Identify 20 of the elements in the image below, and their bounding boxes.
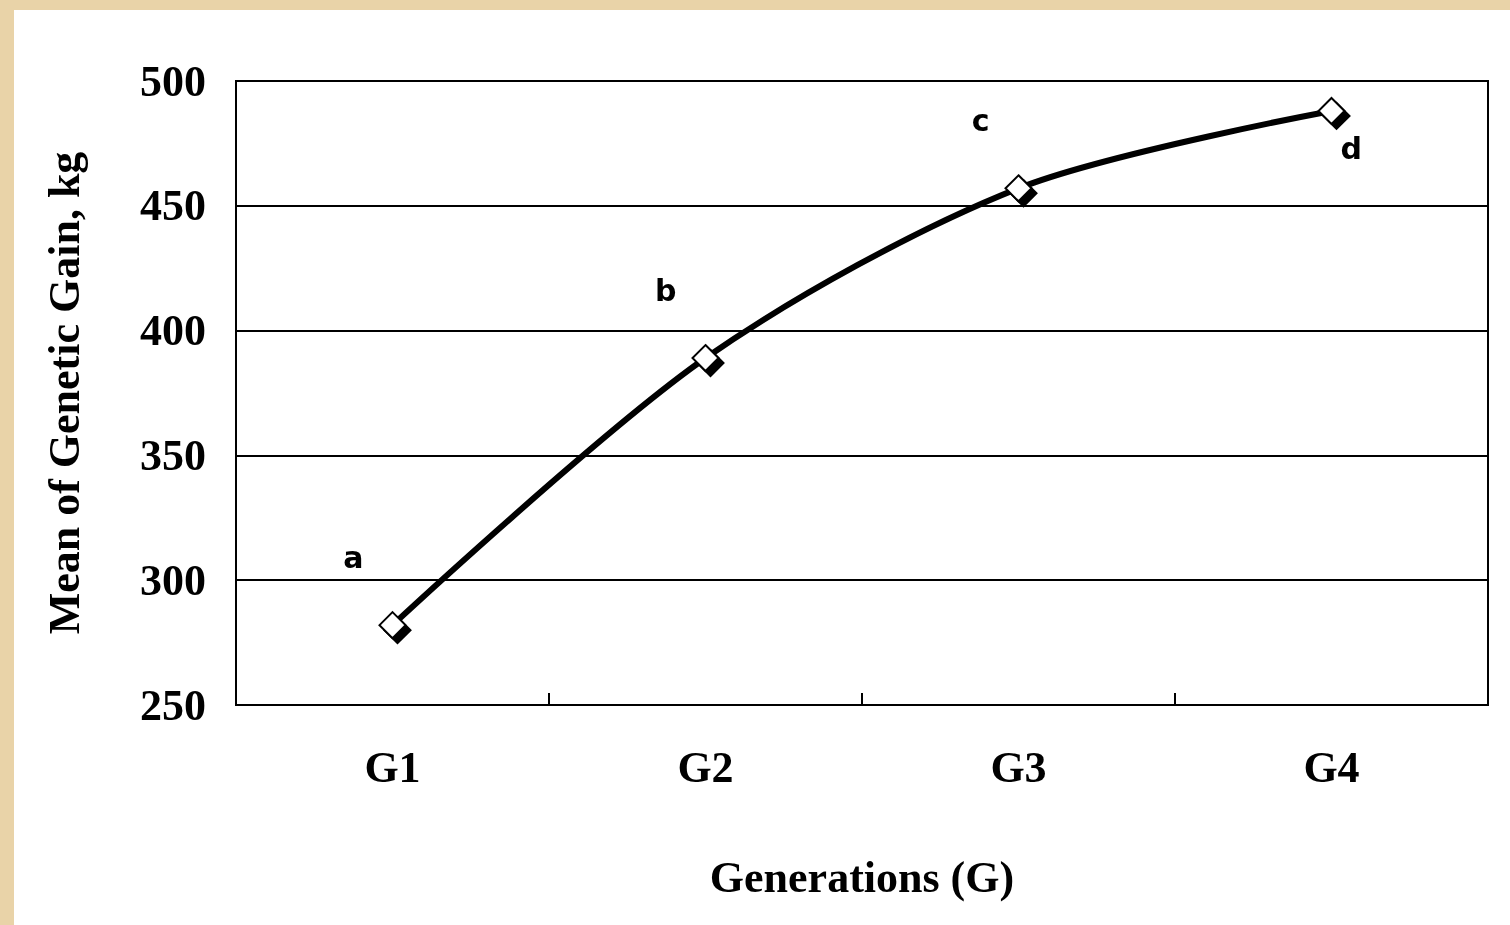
point xyxy=(691,344,720,373)
y-axis-title: Mean of Genetic Gain, kg xyxy=(39,151,89,635)
y-tick-label: 300 xyxy=(140,555,206,605)
y-tick-label: 350 xyxy=(140,430,206,480)
data-label: b xyxy=(655,272,677,308)
x-tick-label: G2 xyxy=(677,742,734,792)
x-tick-label: G4 xyxy=(1303,742,1360,792)
x-tick-label: G1 xyxy=(364,742,421,792)
data-label: c xyxy=(971,102,990,138)
data-label: a xyxy=(343,539,364,575)
y-tick-label: 500 xyxy=(140,56,206,106)
y-tick-label: 400 xyxy=(140,306,206,356)
data-label: d xyxy=(1340,131,1362,167)
point xyxy=(1317,96,1346,125)
y-tick-label: 250 xyxy=(140,680,206,730)
x-tick-label: G3 xyxy=(990,742,1047,792)
y-tick-label: 450 xyxy=(140,181,206,231)
point xyxy=(1004,174,1033,203)
point xyxy=(378,611,407,640)
x-axis-title: Generations (G) xyxy=(709,852,1015,902)
